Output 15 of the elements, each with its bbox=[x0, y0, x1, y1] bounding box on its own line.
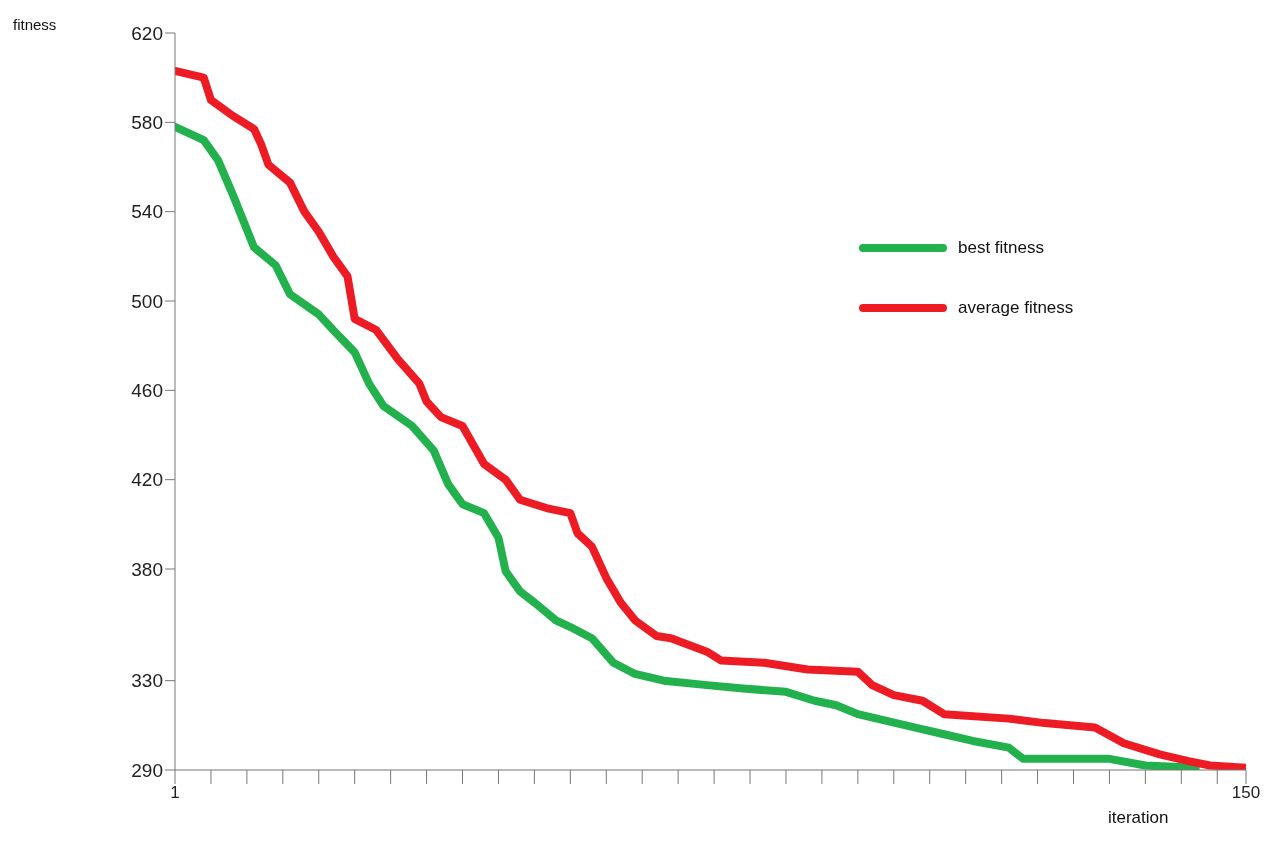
y-tick-label: 540 bbox=[131, 201, 163, 223]
legend-label: best fitness bbox=[958, 238, 1044, 258]
y-axis-title: fitness bbox=[13, 16, 57, 33]
y-tick-label: 420 bbox=[131, 469, 163, 491]
x-tick-label: 1 bbox=[170, 783, 180, 803]
x-axis-title: iteration bbox=[1108, 808, 1169, 828]
y-tick-label: 380 bbox=[131, 558, 163, 580]
y-tick-label: 620 bbox=[131, 22, 163, 44]
y-tick-label: 580 bbox=[131, 112, 163, 134]
legend-label: average fitness bbox=[958, 298, 1074, 318]
y-tick-label: 330 bbox=[131, 670, 163, 692]
y-tick-label: 290 bbox=[131, 759, 163, 781]
y-tick-label: 500 bbox=[131, 290, 163, 312]
x-tick-label: 150 bbox=[1231, 783, 1261, 803]
y-tick-label: 460 bbox=[131, 380, 163, 402]
